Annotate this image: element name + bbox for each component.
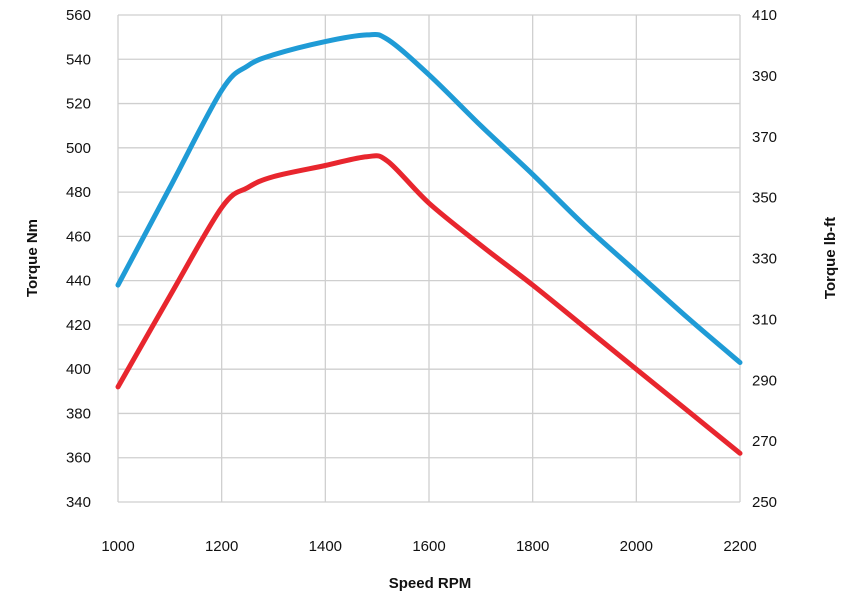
series-0-line — [115, 31, 743, 365]
grid-layer — [117, 14, 741, 503]
y-tick-label: 400 — [66, 361, 91, 378]
y2-tick-label: 390 — [752, 68, 777, 85]
y-tick-label: 420 — [66, 317, 91, 334]
y2-tick-label: 410 — [752, 7, 777, 24]
series-1-group — [115, 153, 743, 456]
y2-tick-label: 330 — [752, 251, 777, 268]
y-tick-label: 360 — [66, 450, 91, 467]
y-tick-label: 540 — [66, 51, 91, 68]
series-0-group — [115, 31, 743, 365]
y-tick-label: 560 — [66, 7, 91, 24]
x-tick-label: 2000 — [620, 538, 653, 555]
y-tick-label: 340 — [66, 494, 91, 511]
y2-tick-label: 350 — [752, 190, 777, 207]
y2-tick-label: 310 — [752, 311, 777, 328]
x-tick-label: 1400 — [309, 538, 342, 555]
series-layer — [115, 31, 743, 456]
y-tick-label: 460 — [66, 228, 91, 245]
x-tick-label: 1000 — [101, 538, 134, 555]
y2-tick-label: 370 — [752, 129, 777, 146]
x-tick-label: 1600 — [412, 538, 445, 555]
y2-tick-label: 270 — [752, 433, 777, 450]
y-tick-label: 380 — [66, 405, 91, 422]
y2-tick-label: 250 — [752, 494, 777, 511]
y2-tick-label: 290 — [752, 372, 777, 389]
y-axis-title: Torque Nm — [24, 219, 41, 297]
y-tick-label: 500 — [66, 140, 91, 157]
x-tick-label: 1200 — [205, 538, 238, 555]
x-axis-title: Speed RPM — [389, 575, 472, 592]
tick-layer: 340 360 380 400 420 440 460 480 500 520 540 560 1000… — [66, 7, 777, 555]
y2-axis-title: Torque lb-ft — [822, 217, 839, 299]
x-tick-label: 1800 — [516, 538, 549, 555]
y-tick-label: 520 — [66, 96, 91, 113]
series-1-line — [115, 153, 743, 456]
x-tick-label: 2200 — [723, 538, 756, 555]
y-tick-label: 440 — [66, 273, 91, 290]
y-tick-label: 480 — [66, 184, 91, 201]
